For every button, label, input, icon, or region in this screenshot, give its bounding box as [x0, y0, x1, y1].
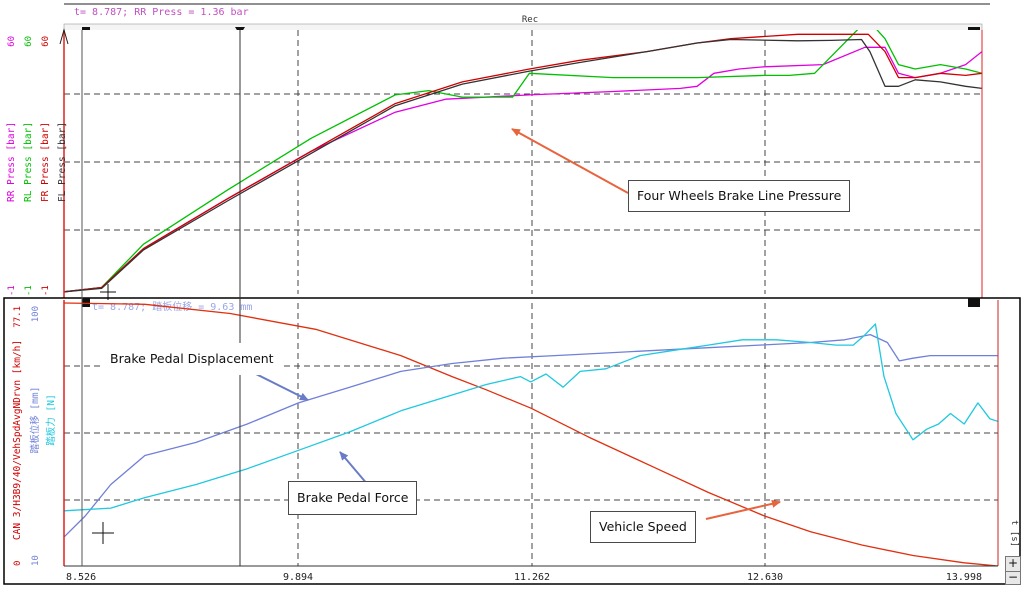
x-tick-label: 9.894: [283, 572, 313, 583]
bottom-y-axis-label: 踏板力 [N]: [45, 394, 57, 445]
top-header-label: Rec: [522, 15, 538, 25]
top-y-axis-label: FR Press [bar]: [40, 122, 51, 202]
top-y-labels: RR Press [bar] RL Press [bar] FR Press [ba…: [6, 122, 68, 202]
four-wheels-arrow: [511, 128, 629, 194]
x-tick-label: 8.526: [66, 572, 96, 583]
pedal-displacement-arrow: [249, 370, 309, 401]
bottom-y-tick-label: 100: [31, 306, 41, 322]
series-line-vehicle-speed: [64, 302, 998, 566]
four-wheels-callout: Four Wheels Brake Line Pressure: [628, 180, 851, 212]
vehicle-speed-arrow: [705, 499, 781, 520]
bottom-left-marker: [82, 298, 90, 307]
top-panel: 60 -1 60 -1 60 -1 RR Press [bar] RL Press [bar…: [6, 28, 983, 300]
pedal-displacement-callout: Brake Pedal Displacement: [102, 343, 282, 375]
top-y-tick-max: 60: [24, 36, 34, 47]
top-cursor-readout: t= 8.787; RR Press = 1.36 bar: [74, 7, 249, 18]
top-y-ticks: 60 -1 60 -1 60 -1: [7, 36, 51, 296]
bottom-y-tick-label: 0: [13, 561, 23, 566]
vehicle-speed-callout: Vehicle Speed: [590, 511, 696, 543]
bottom-y-ticks: 77.1 100 0 10: [13, 306, 41, 566]
bottom-y-axis-label: 踏板位移 [mm]: [29, 387, 41, 454]
bottom-series: [64, 302, 998, 566]
x-tick-label: 13.998: [946, 572, 982, 583]
top-series: [64, 30, 982, 293]
x-unit-label: t [s]: [1009, 520, 1019, 547]
top-y-tick-min: -1: [7, 285, 17, 296]
series-line-brake-pedal-force: [64, 323, 998, 512]
bottom-x-ticks: 8.526 9.894 11.262 12.630 13.998: [66, 572, 982, 583]
top-axis-arrow: [59, 28, 69, 45]
top-plot-area: [64, 30, 982, 300]
x-tick-label: 11.262: [514, 572, 550, 583]
bottom-y-axis-label: CAN 3/H3B9/40/VehSpdAvgNDrvn [km/h]: [12, 340, 23, 540]
bottom-crosshair: [92, 522, 114, 544]
bottom-y-labels: CAN 3/H3B9/40/VehSpdAvgNDrvn [km/h] 踏板位移 …: [12, 340, 57, 540]
bottom-panel: t= 8.787; 踏板位移 = 9.63 mm 77.1 100 0 10 CAN …: [3, 297, 1021, 585]
series-line-fl-press: [64, 38, 982, 293]
top-y-tick-min: -1: [24, 285, 34, 296]
bottom-right-marker: [968, 298, 980, 307]
top-y-axis-label: RL Press [bar]: [23, 122, 34, 202]
top-y-tick-max: 60: [7, 36, 17, 47]
series-line-rl-press: [64, 30, 982, 293]
top-y-axis-label: FL Press [bar]: [57, 122, 68, 202]
zoom-out-button[interactable]: −: [1005, 571, 1021, 585]
series-line-brake-pedal-displacement: [64, 333, 998, 538]
top-y-axis-label: RR Press [bar]: [6, 122, 17, 202]
pedal-force-callout: Brake Pedal Force: [288, 481, 418, 515]
bottom-y-tick-label: 10: [31, 555, 41, 566]
bottom-y-tick-label: 77.1: [13, 306, 23, 328]
top-y-tick-max: 60: [41, 36, 51, 47]
bottom-cursor-readout: t= 8.787; 踏板位移 = 9.63 mm: [92, 300, 252, 313]
bottom-frame: [3, 297, 1021, 585]
top-y-tick-min: -1: [41, 285, 51, 296]
pedal-force-arrow: [339, 451, 369, 486]
x-tick-label: 12.630: [747, 572, 783, 583]
